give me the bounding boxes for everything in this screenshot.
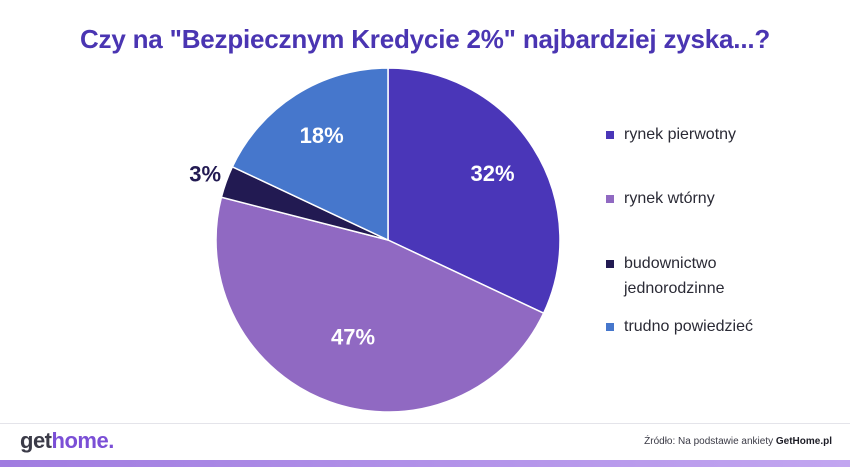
bottom-accent-band [0, 460, 850, 467]
source-note: Źródło: Na podstawie ankiety GetHome.pl [644, 436, 832, 447]
logo-get: get [20, 428, 52, 453]
slice-label-trudno-powiedziec: 18% [300, 123, 344, 148]
legend-label: budownictwo jednorodzinne [624, 255, 725, 297]
legend-swatch [606, 260, 614, 268]
legend-item-rynek-wtorny: rynek wtórny [606, 186, 824, 211]
logo-home: home [51, 428, 109, 453]
slice-label-rynek-wtorny: 47% [331, 325, 375, 350]
legend-label: rynek pierwotny [624, 126, 737, 143]
chart-title: Czy na "Bezpiecznym Kredycie 2%" najbard… [79, 24, 771, 54]
legend-item-rynek-pierwotny: rynek pierwotny [606, 122, 824, 147]
legend-label: trudno powiedzieć [624, 318, 753, 335]
legend-swatch [606, 323, 614, 331]
legend-item-trudno-powiedziec: trudno powiedzieć [606, 314, 824, 339]
legend-swatch [606, 195, 614, 203]
slice-label-budownictwo-jednorodzinne: 3% [189, 162, 221, 187]
source-name: GetHome.pl [775, 436, 832, 447]
pie-slice-trudno-powiedziec [231, 67, 389, 242]
legend-label: rynek wtórny [624, 190, 715, 207]
legend-swatch [606, 131, 614, 139]
slice-label-rynek-pierwotny: 32% [471, 161, 515, 186]
footer-divider [0, 423, 850, 424]
pie-slice-rynek-pierwotny [387, 67, 561, 315]
logo-dot: . [108, 428, 114, 453]
source-prefix: Źródło: Na podstawie ankiety [644, 436, 776, 447]
legend-item-budownictwo-jednorodzinne: budownictwo jednorodzinne [606, 251, 754, 301]
gethome-logo[interactable]: gethome. [20, 428, 114, 454]
pie-slice-rynek-wtorny [215, 196, 545, 413]
